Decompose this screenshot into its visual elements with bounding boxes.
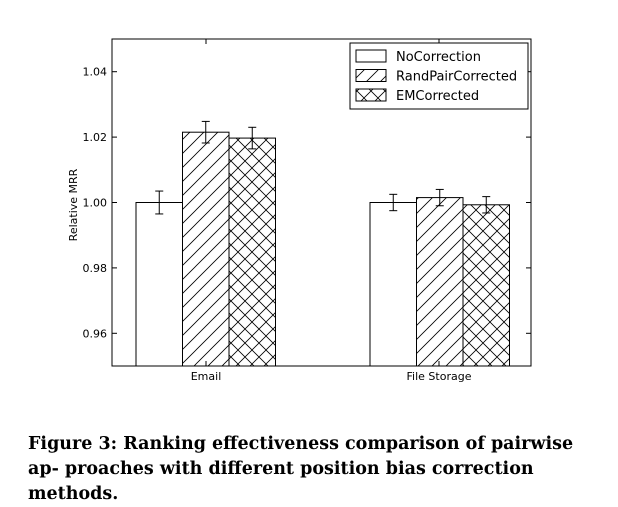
bar-chart: Relative MRR 0.96 0.98 1.00 1.02 1.04 Email F… bbox=[67, 38, 532, 383]
bar-emcorrected-file-storage bbox=[462, 204, 510, 367]
y-axis-label: Relative MRR bbox=[67, 168, 80, 241]
legend-label-nocorrection: NoCorrection bbox=[396, 50, 481, 65]
y-tick-label: 1.00 bbox=[83, 197, 108, 210]
bar-randpaircorrected-email bbox=[182, 131, 230, 367]
legend-swatch-nocorrection bbox=[355, 49, 387, 63]
legend-label-randpaircorrected: RandPairCorrected bbox=[396, 70, 517, 85]
x-tick-label: Email bbox=[191, 370, 222, 383]
legend: NoCorrection RandPairCorrected EMCorrected bbox=[349, 42, 529, 110]
legend-label-emcorrected: EMCorrected bbox=[396, 89, 479, 104]
bar-nocorrection-email bbox=[135, 202, 183, 367]
x-tick-label: File Storage bbox=[407, 370, 472, 383]
bar-randpaircorrected-file-storage bbox=[416, 197, 464, 367]
y-tick-label: 0.96 bbox=[83, 327, 108, 340]
legend-swatch-randpaircorrected bbox=[355, 69, 387, 82]
y-tick-label: 1.02 bbox=[83, 131, 108, 144]
y-tick-label: 0.98 bbox=[83, 262, 108, 275]
y-tick-label: 1.04 bbox=[83, 66, 108, 79]
legend-swatch-emcorrected bbox=[355, 88, 387, 102]
bar-emcorrected-email bbox=[228, 137, 276, 367]
bar-nocorrection-file-storage bbox=[369, 202, 417, 367]
figure-caption: Figure 3: Ranking effectiveness comparis… bbox=[28, 434, 574, 504]
